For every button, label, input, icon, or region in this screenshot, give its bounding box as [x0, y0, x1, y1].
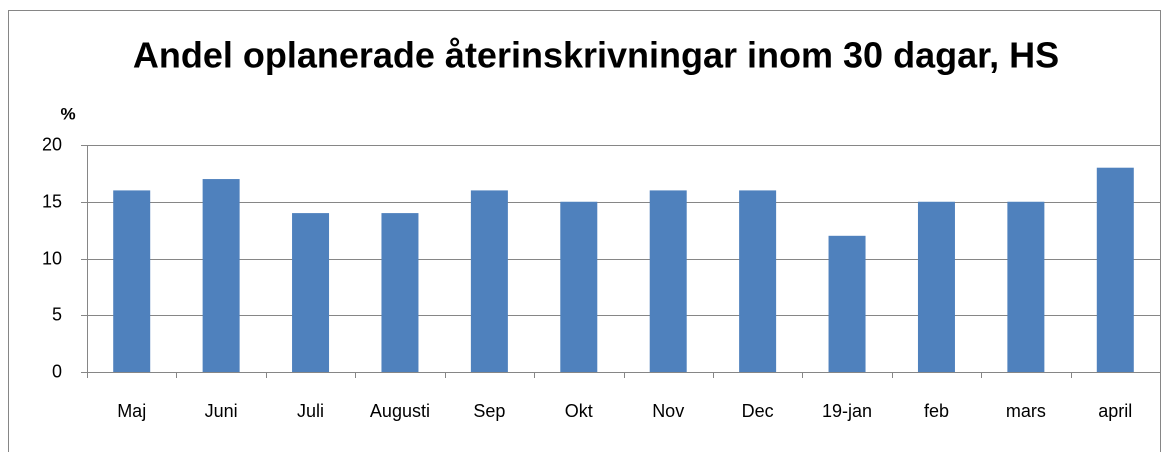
bar [292, 213, 330, 372]
y-tick-label: 15 [42, 191, 62, 211]
x-tick-label: Maj [117, 401, 146, 421]
bar [1096, 167, 1134, 372]
bar [113, 190, 151, 372]
y-tick-label: 5 [52, 304, 62, 324]
bar [202, 179, 240, 372]
x-tick-label: Augusti [370, 401, 430, 421]
bar [1007, 201, 1045, 372]
y-axis-label: % [60, 104, 75, 123]
bar [649, 190, 687, 372]
x-tick-label: Okt [565, 401, 593, 421]
x-tick-label: Dec [742, 401, 774, 421]
bar [470, 190, 508, 372]
bar [381, 213, 419, 372]
x-tick-label: Juni [205, 401, 238, 421]
chart-title: Andel oplanerade återinskrivningar inom … [133, 35, 1059, 76]
x-tick-label: 19-jan [822, 401, 872, 421]
bar [560, 201, 598, 372]
y-tick-label: 0 [52, 361, 62, 381]
y-tick-label: 20 [42, 134, 62, 154]
bar [917, 201, 955, 372]
x-tick-label: feb [924, 401, 949, 421]
x-tick-label: april [1098, 401, 1132, 421]
x-tick-label: Nov [652, 401, 684, 421]
x-tick-label: mars [1006, 401, 1046, 421]
x-tick-label: Juli [297, 401, 324, 421]
y-tick-label: 10 [42, 248, 62, 268]
bar [739, 190, 777, 372]
bar [828, 235, 866, 372]
x-tick-label: Sep [473, 401, 505, 421]
